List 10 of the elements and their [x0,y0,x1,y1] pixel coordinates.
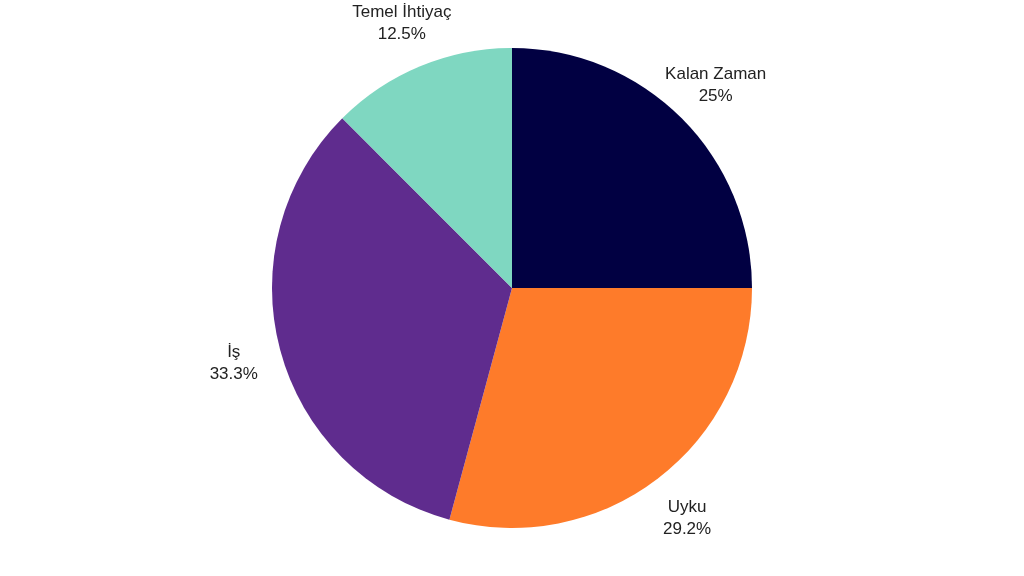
data-label: 12.5% [377,23,426,43]
pie-slice [342,48,512,288]
data-label: 33.3% [209,364,258,384]
slice-label: Temel İhtiyaç [352,1,452,21]
slice-label: Kalan Zaman [665,64,767,84]
pie-slice [272,118,512,520]
slice-label: İş [227,342,241,362]
data-label: 29.2% [662,518,712,538]
slice-label: Uyku [667,496,707,516]
data-label: 25% [698,86,733,106]
